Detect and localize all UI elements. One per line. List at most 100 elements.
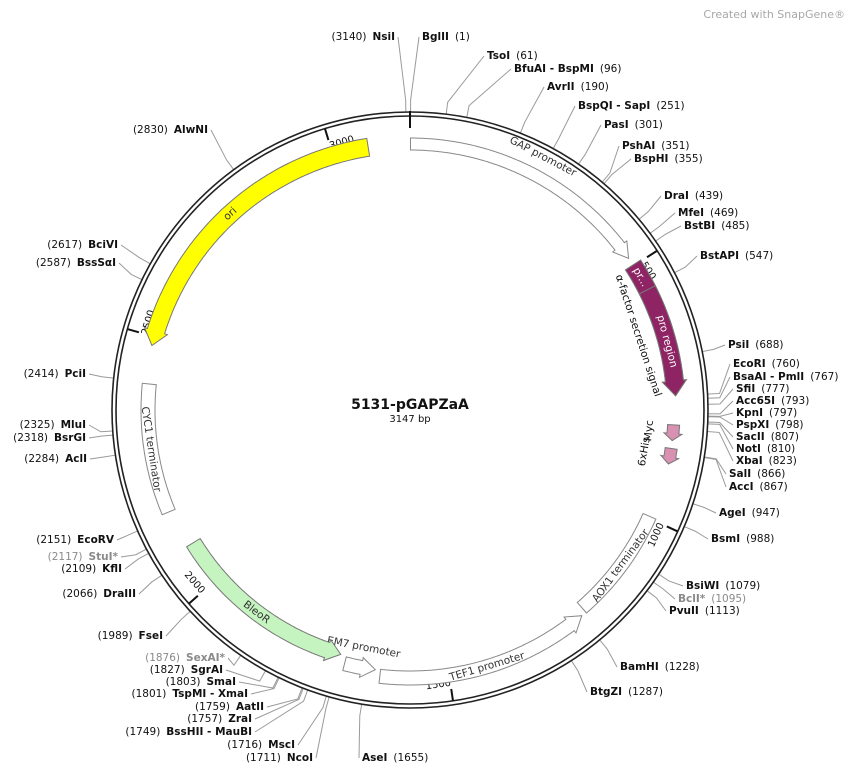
site-leader [707,416,734,426]
site-leader [225,669,266,682]
site-leader [707,421,734,438]
site-label: (1749) BssHII - MauBI [125,726,252,738]
site-leader [227,654,242,666]
site-name: NotI [736,443,761,455]
site-position: (1113) [705,605,740,617]
site-label: (2830) AlwNI [133,124,208,136]
site-label: (1759) AatII [195,701,264,713]
site-leader [658,573,684,587]
site-position: (1228) [665,661,700,673]
site-name: MfeI [678,207,704,219]
site-leader [707,363,731,395]
site-leader [702,344,726,353]
site-position: (2066) [62,588,97,600]
site-position: (351) [661,140,689,152]
site-name: PasI [604,119,629,131]
site-leader [704,457,727,488]
site-name: AvrII [547,81,575,93]
site-label: BsmI (988) [711,533,774,545]
site-label: (1716) MscI [227,739,295,751]
feature [662,423,684,442]
site-label: (1801) TspMI - XmaI [131,688,248,700]
site-leader [655,225,682,242]
site-position: (760) [772,358,800,370]
site-label: DraI (439) [664,190,723,202]
site-label: BsaAI - PmlI (767) [733,371,838,383]
scale-tick [188,595,199,605]
leader-lines [88,36,734,759]
site-label: BglII (1) [422,31,470,43]
site-name: KpnI [736,407,763,419]
site-leader [315,696,330,759]
site-leader [646,590,667,612]
site-label: (2414) PciI [24,368,86,380]
site-name: AatII [236,701,264,713]
site-leader [116,530,138,541]
feature-label: 6xHis [636,436,653,467]
site-leader [653,581,676,600]
site-leader [603,158,632,185]
site-name: AlwNI [174,124,208,136]
site-position: (547) [745,250,773,262]
site-leader [466,68,512,118]
site-leader [358,703,363,759]
site-position: (2830) [133,124,168,136]
site-name: TspMI - XmaI [172,688,248,700]
site-position: (469) [710,207,738,219]
site-label: AseI (1655) [362,752,428,764]
site-position: (793) [781,395,809,407]
site-position: (355) [674,153,702,165]
site-name: StuI* [89,551,119,563]
site-position: (1) [455,31,470,43]
site-leader [578,124,602,165]
scale-tick [646,249,658,259]
site-position: (988) [746,533,774,545]
site-position: (2284) [24,453,59,465]
site-position: (777) [761,383,789,395]
site-label: (2284) AclI [24,453,87,465]
site-label: (2151) EcoRV [36,534,115,546]
site-leader [88,373,114,379]
site-leader [638,195,662,220]
site-position: (798) [775,419,803,431]
site-leader [250,677,280,695]
site-label: BsiWI (1079) [686,580,760,592]
site-name: BstBI [684,220,715,232]
site-name: NcoI [287,752,313,764]
site-name: BglII [422,31,449,43]
site-leader [570,660,588,693]
site-name: BsiWI [686,580,719,592]
site-position: (2117) [48,551,83,563]
site-position: (1757) [187,713,222,725]
site-leader [552,105,576,149]
site-leader [707,388,734,405]
site-label: BtgZI (1287) [590,686,663,698]
site-name: PciI [65,368,86,380]
site-label: SfiI (777) [736,383,790,395]
site-leader [238,677,279,689]
site-name: XbaI [736,455,763,467]
site-leader [445,55,485,115]
site-leader [692,503,717,514]
site-position: (251) [656,100,684,112]
site-leader [297,695,327,746]
site-name: SgrAI [191,664,223,676]
plasmid-length: 3147 bp [389,414,430,425]
site-label: PspXI (798) [736,419,804,431]
scale-tick [450,688,454,701]
watermark: Created with SnapGene® [703,8,845,21]
site-label: BspHI (355) [634,153,703,165]
feature-label: Myc [642,419,656,441]
site-label: XbaI (823) [736,455,797,467]
scale-tick [666,525,679,533]
site-position: (866) [757,468,785,480]
site-label: AccI (867) [729,481,788,493]
site-position: (1095) [711,593,746,605]
site-position: (2587) [36,257,71,269]
site-position: (1827) [150,664,185,676]
site-leader [120,548,147,558]
site-label: Acc65I (793) [736,395,809,407]
site-position: (1989) [98,630,133,642]
site-position: (2318) [13,432,48,444]
